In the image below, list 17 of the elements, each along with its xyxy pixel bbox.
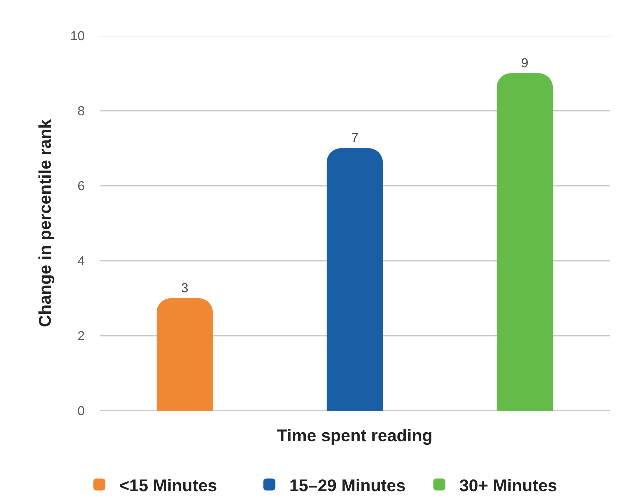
legend-label: 15–29 Minutes	[290, 476, 406, 496]
bar	[326, 148, 384, 411]
legend-label: 30+ Minutes	[460, 476, 558, 496]
y-tick-label: 0	[78, 404, 85, 419]
y-tick-label: 8	[78, 104, 85, 119]
bar	[496, 74, 554, 411]
x-axis-title: Time spent reading	[277, 426, 433, 446]
data-label: 9	[521, 56, 529, 70]
data-label: 3	[181, 280, 189, 296]
y-tick-label: 2	[78, 328, 85, 344]
data-label: 7	[351, 130, 359, 146]
y-tick-label: 10	[70, 28, 85, 44]
y-axis-title: Change in percentile rank	[36, 119, 56, 328]
y-tick-label: 6	[78, 178, 85, 194]
legend-label: <15 Minutes	[120, 476, 218, 496]
bar	[156, 298, 214, 411]
y-tick-label: 4	[78, 254, 85, 269]
